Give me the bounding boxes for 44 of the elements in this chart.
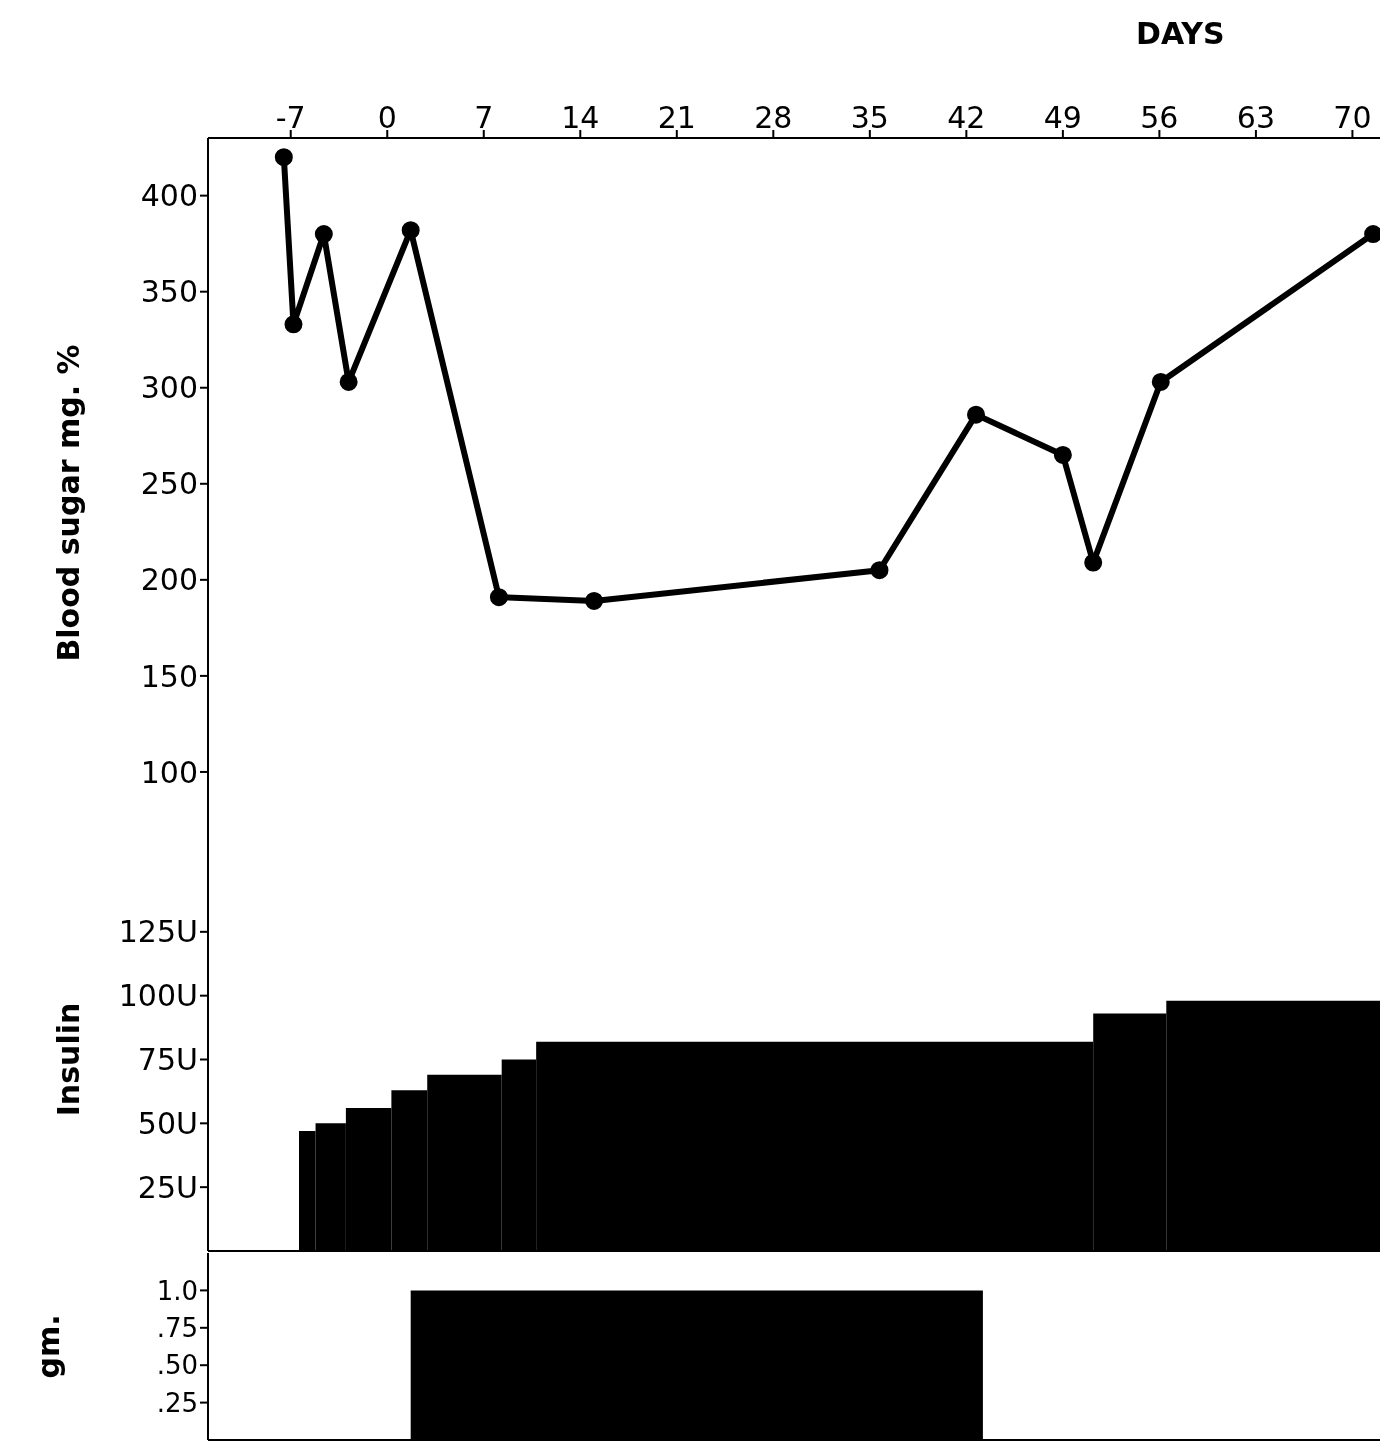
x-tick-label: 7 [474, 100, 494, 135]
x-tick-label: 14 [561, 100, 600, 135]
y-axis-title: Blood sugar mg. % [50, 344, 86, 662]
x-tick-label: -7 [275, 100, 306, 135]
x-tick-label: 70 [1333, 100, 1372, 135]
point [1053, 445, 1072, 464]
y-tick-label: .75 [156, 1313, 198, 1344]
y-tick-label: 100U [118, 978, 198, 1014]
point [1151, 372, 1170, 391]
point [274, 148, 293, 167]
x-tick-label: 35 [850, 100, 889, 135]
point [870, 561, 889, 580]
x-tick-label: 21 [657, 100, 696, 135]
y-axis-title: Insulin [50, 1002, 86, 1117]
point [401, 221, 420, 240]
x-tick-label: 28 [754, 100, 793, 135]
y-tick-label: .50 [156, 1350, 198, 1381]
y-tick-label: 25U [137, 1169, 198, 1205]
y-tick-label: 100 [140, 754, 198, 790]
x-tick-label: 0 [377, 100, 397, 135]
y-tick-label: 75U [137, 1042, 198, 1078]
y-tick-label: 250 [140, 466, 198, 502]
y-tick-label: 1.0 [156, 1275, 198, 1306]
point [339, 372, 358, 391]
y-tick-label: 350 [140, 274, 198, 310]
point [489, 588, 508, 607]
point [284, 315, 303, 334]
y-tick-label: 125U [118, 914, 198, 950]
y-tick-label: 150 [140, 658, 198, 694]
x-tick-label: 56 [1140, 100, 1179, 135]
x-tick-label: 49 [1043, 100, 1082, 135]
point [585, 591, 604, 610]
y-tick-label: 300 [140, 370, 198, 406]
x-tick-label: 63 [1236, 100, 1275, 135]
y-tick-label: 200 [140, 562, 198, 598]
point [1084, 553, 1103, 572]
y-tick-label: 50U [137, 1105, 198, 1141]
point [967, 405, 986, 424]
x-axis-title: DAYS [1136, 16, 1225, 51]
y-tick-label: 400 [140, 178, 198, 214]
y-tick-label: .25 [156, 1387, 198, 1418]
point [314, 225, 333, 244]
x-tick-label: 42 [947, 100, 986, 135]
y-axis-title: gm. [30, 1314, 66, 1379]
